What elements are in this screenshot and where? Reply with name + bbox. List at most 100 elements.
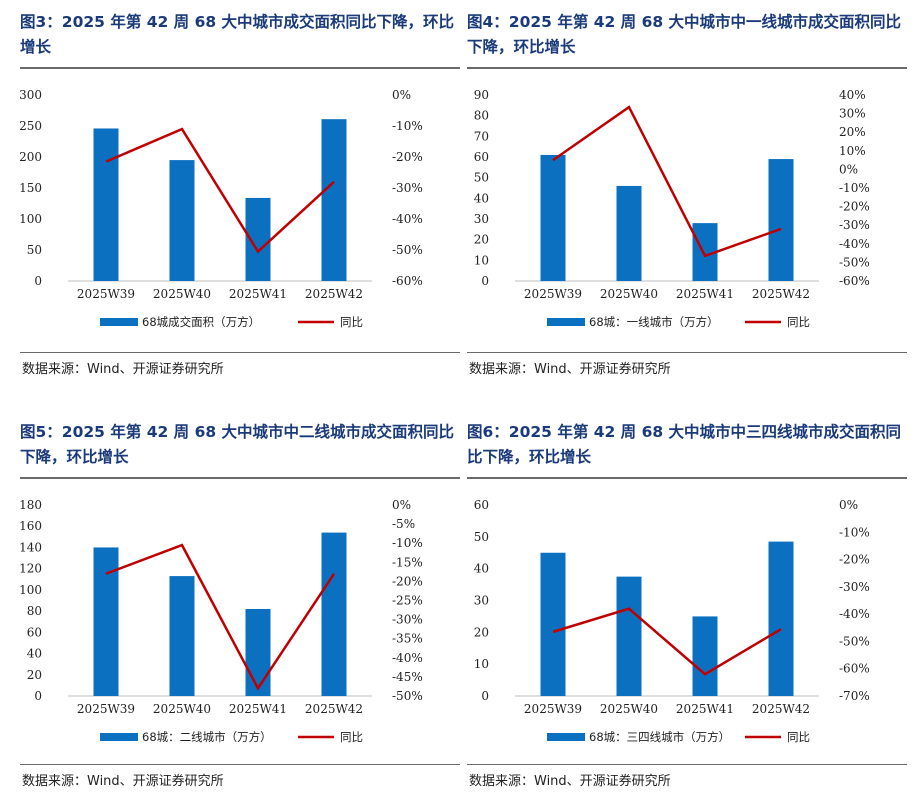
left-tick-label: 90 [474, 88, 489, 102]
figure-6-panel: 图6：2025 年第 42 周 68 大中城市中三四线城市成交面积同比下降，环比… [467, 420, 907, 800]
right-tick-label: -10% [392, 119, 423, 133]
left-tick-label: 100 [20, 583, 42, 597]
left-tick-label: 10 [474, 253, 489, 267]
figure-3-panel: 图3：2025 年第 42 周 68 大中城市成交面积同比下降，环比增长 0 50… [20, 10, 460, 385]
figure-3-title: 图3：2025 年第 42 周 68 大中城市成交面积同比下降，环比增长 [20, 13, 455, 56]
left-tick-label: 70 [474, 129, 489, 143]
left-tick-label: 150 [20, 181, 42, 195]
figure-6-top-rule [467, 477, 907, 479]
bar-2025W42 [768, 541, 794, 696]
figure-6-chart: 0 10 20 30 40 50 60 -70% -60% -50% -40% -30% -20% -10… [474, 498, 870, 744]
right-tick-label: -5% [392, 517, 415, 531]
right-tick-label: -60% [839, 662, 870, 676]
legend-bar-swatch [547, 318, 585, 326]
legend-line-label: 同比 [787, 315, 810, 329]
bar-2025W40 [616, 185, 642, 281]
left-tick-label: 200 [20, 150, 42, 164]
figure-4-bottom-rule [467, 352, 907, 353]
bar-2025W39 [540, 552, 566, 696]
yoy-line [105, 127, 335, 254]
bar-2025W42 [321, 532, 347, 696]
right-tick-label: -20% [839, 553, 870, 567]
bar-2025W40 [169, 576, 195, 696]
legend-bar-label: 68城：二线城市（万方） [142, 730, 272, 744]
yoy-line [105, 543, 336, 691]
figure-4-panel: 图4：2025 年第 42 周 68 大中城市中一线城市成交面积同比下降，环比增… [467, 10, 907, 385]
legend-line-label: 同比 [787, 730, 810, 744]
legend-bar-swatch [547, 733, 585, 741]
category-label: 2025W42 [305, 702, 363, 716]
bar-2025W39 [93, 128, 119, 281]
right-tick-label: -10% [392, 536, 423, 550]
right-tick-label: 0% [839, 162, 858, 176]
right-tick-label: -15% [392, 555, 423, 569]
right-tick-label: -20% [839, 200, 870, 214]
right-tick-label: 30% [839, 107, 866, 121]
right-tick-label: -25% [392, 594, 423, 608]
left-tick-label: 100 [20, 212, 42, 226]
bar-2025W40 [169, 160, 195, 281]
category-label: 2025W41 [676, 702, 734, 716]
left-tick-label: 40 [27, 647, 42, 661]
right-tick-label: 0% [392, 498, 411, 512]
figure-3-top-rule [20, 67, 460, 69]
left-tick-label: 30 [474, 594, 489, 608]
left-tick-label: 0 [34, 274, 42, 288]
right-tick-label: -30% [839, 580, 870, 594]
left-tick-label: 300 [20, 88, 42, 102]
right-tick-label: -50% [392, 243, 423, 257]
bar-2025W39 [540, 154, 566, 281]
bar-2025W40 [616, 576, 642, 696]
left-tick-label: 0 [481, 689, 489, 703]
figure-5-panel: 图5：2025 年第 42 周 68 大中城市中二线城市成交面积同比下降，环比增… [20, 420, 460, 800]
figure-5-title: 图5：2025 年第 42 周 68 大中城市中二线城市成交面积同比下降，环比增… [20, 423, 455, 466]
legend-line-label: 同比 [340, 730, 363, 744]
category-label: 2025W39 [524, 287, 582, 301]
right-tick-label: -20% [392, 574, 423, 588]
left-tick-label: 60 [27, 625, 42, 639]
figure-4-source: 数据来源：Wind、开源证券研究所 [469, 362, 671, 377]
figure-5-chart: 0 20 40 60 80 100 120 140 160 180 -50% -45% -40% -35%… [20, 498, 423, 744]
figure-5-bottom-rule [20, 764, 460, 765]
right-tick-label: 0% [839, 498, 858, 512]
left-tick-label: 30 [474, 212, 489, 226]
right-tick-label: -40% [392, 651, 423, 665]
left-tick-label: 40 [474, 191, 489, 205]
left-tick-label: 60 [474, 150, 489, 164]
figure-6-title: 图6：2025 年第 42 周 68 大中城市中三四线城市成交面积同比下降，环比… [467, 423, 902, 466]
category-label: 2025W41 [229, 287, 287, 301]
right-tick-label: -60% [392, 274, 423, 288]
category-label: 2025W39 [77, 702, 135, 716]
figure-4-top-rule [467, 67, 907, 69]
left-tick-label: 0 [481, 274, 489, 288]
left-tick-label: 60 [474, 498, 489, 512]
right-tick-label: -30% [839, 218, 870, 232]
right-tick-label: -50% [839, 634, 870, 648]
legend-bar-swatch [100, 318, 138, 326]
right-tick-label: -50% [839, 255, 870, 269]
right-tick-label: -50% [392, 689, 423, 703]
figure-6-source: 数据来源：Wind、开源证券研究所 [469, 774, 671, 789]
left-tick-label: 50 [474, 530, 489, 544]
right-tick-label: -70% [839, 689, 870, 703]
category-label: 2025W40 [153, 287, 211, 301]
left-tick-label: 10 [474, 657, 489, 671]
bar-2025W41 [692, 616, 718, 696]
right-tick-label: -10% [839, 525, 870, 539]
bar-2025W41 [245, 608, 271, 696]
figure-4-title: 图4：2025 年第 42 周 68 大中城市中一线城市成交面积同比下降，环比增… [467, 13, 902, 56]
legend-bar-label: 68城：一线城市（万方） [589, 315, 719, 329]
left-tick-label: 50 [27, 243, 42, 257]
left-tick-label: 20 [27, 668, 42, 682]
yoy-line [552, 105, 782, 258]
right-tick-label: 0% [392, 88, 411, 102]
right-tick-label: -45% [392, 670, 423, 684]
category-label: 2025W40 [600, 702, 658, 716]
right-tick-label: -10% [839, 181, 870, 195]
figure-4-chart: 0 10 20 30 40 50 60 70 80 90 -60% -50% -40% -30% -20% -… [474, 88, 870, 329]
right-tick-label: -35% [392, 632, 423, 646]
left-tick-label: 40 [474, 562, 489, 576]
figure-3-bottom-rule [20, 352, 460, 353]
left-tick-label: 0 [34, 689, 42, 703]
bar-2025W42 [321, 119, 347, 282]
